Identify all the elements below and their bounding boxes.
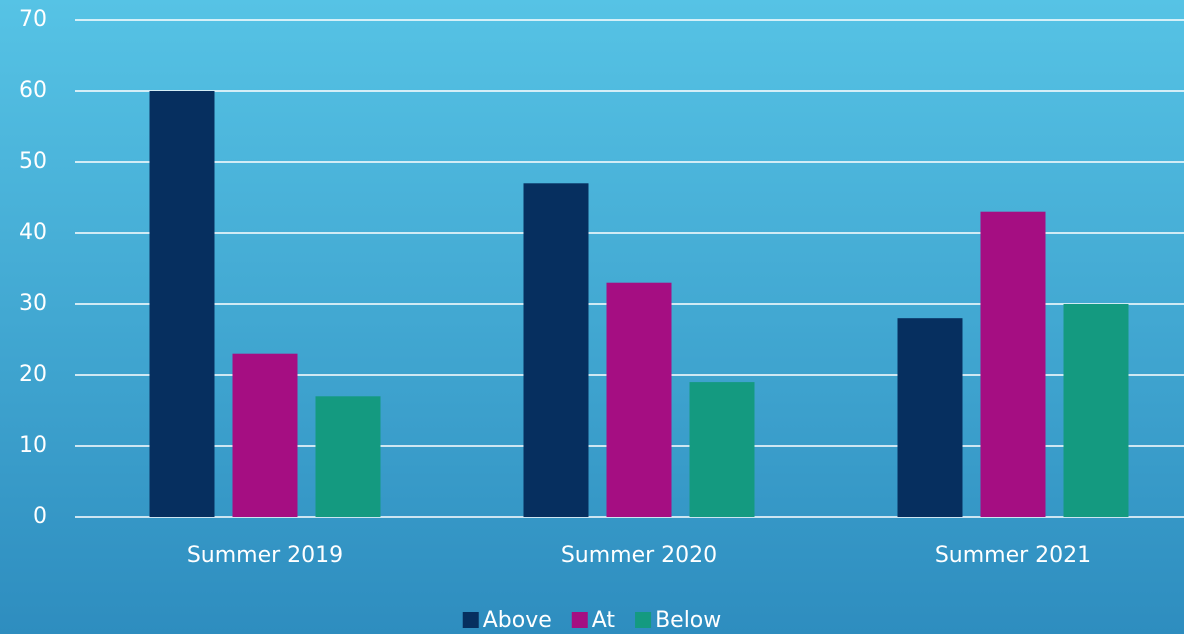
legend-label: Above — [483, 608, 552, 633]
legend-label: Below — [655, 608, 721, 633]
legend-label: At — [592, 608, 616, 633]
bar — [897, 318, 963, 517]
legend-swatch — [571, 612, 588, 628]
y-tick-label: 20 — [19, 362, 47, 387]
bar — [232, 353, 298, 517]
bar — [149, 91, 215, 517]
legend-swatch — [635, 612, 652, 628]
bar — [1063, 304, 1129, 517]
x-tick-label: Summer 2019 — [187, 543, 343, 568]
y-tick-label: 30 — [19, 291, 47, 316]
bar — [689, 382, 755, 517]
x-tick-label: Summer 2020 — [561, 543, 717, 568]
bar — [523, 183, 589, 518]
bar — [315, 396, 381, 517]
y-tick-label: 60 — [19, 78, 47, 103]
bar — [606, 282, 672, 517]
bar — [980, 211, 1046, 517]
y-tick-label: 50 — [19, 149, 47, 174]
y-tick-label: 0 — [33, 504, 47, 529]
x-tick-label: Summer 2021 — [935, 543, 1091, 568]
y-tick-label: 70 — [19, 7, 47, 32]
y-tick-label: 10 — [19, 433, 47, 458]
y-tick-label: 40 — [19, 220, 47, 245]
legend-swatch — [462, 612, 479, 628]
